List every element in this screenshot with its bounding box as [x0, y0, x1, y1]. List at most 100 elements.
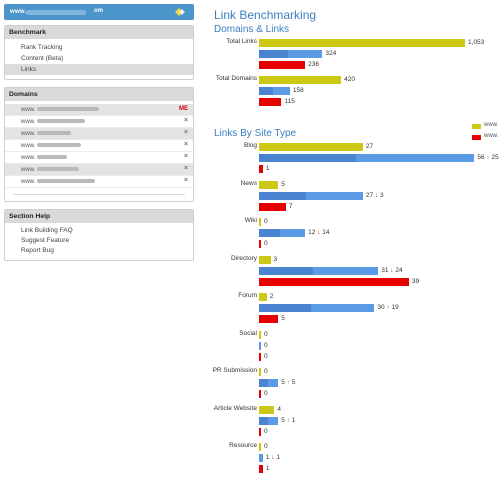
bar[interactable] [259, 191, 363, 200]
bar[interactable] [259, 165, 263, 173]
increase-arrow-icon: ↑ [484, 154, 492, 161]
bar-shade [259, 304, 311, 312]
chart-row: 0 [214, 427, 498, 438]
chart-row: 1 ↓ 1 [214, 453, 498, 464]
bar[interactable] [259, 379, 279, 387]
domains-list-wrap: www. ME www. × www. × www. × www. × www. × www. × [5, 101, 193, 201]
bar[interactable] [259, 304, 375, 312]
bar-value-label: 0 [264, 443, 268, 450]
bar-value-label: 324 [325, 50, 337, 57]
chart-row: 5 [214, 314, 498, 325]
remove-domain-icon[interactable]: × [183, 153, 188, 160]
bar-value-label: 1,053 [468, 39, 485, 46]
bar[interactable] [259, 405, 275, 414]
main-content: Link Benchmarking Domains & Links Total … [213, 8, 500, 480]
bar-value-label: 5 ↑ 1 [281, 416, 296, 424]
bar-shade [259, 87, 273, 95]
remove-domain-icon[interactable]: × [183, 141, 188, 148]
increase-arrow-icon: ↑ [384, 304, 392, 311]
category-label: News [240, 179, 257, 187]
chart-row: PR Submission 0 [213, 367, 498, 378]
category-label: Social [239, 329, 257, 337]
bar[interactable] [259, 143, 363, 151]
change-value: 14 [322, 229, 330, 236]
category-label: Forum [238, 292, 257, 299]
bar[interactable] [259, 368, 261, 376]
site-logo-bar[interactable]: www. om [4, 4, 194, 20]
bar[interactable] [259, 416, 279, 425]
bar[interactable] [259, 61, 306, 69]
chart-row: News 5 [214, 180, 498, 191]
bar[interactable] [259, 315, 279, 323]
nav-item-links[interactable]: Links [5, 64, 193, 75]
bar[interactable] [259, 39, 465, 47]
chart-row: 5 ↑ 1 [214, 416, 498, 427]
bar[interactable] [259, 266, 379, 275]
help-link[interactable]: Report Bug [21, 247, 54, 254]
bar[interactable] [259, 180, 279, 189]
bar-value-label: 0 [264, 330, 268, 338]
domain-prefix: www. [21, 143, 36, 149]
bar-value-label: 5 [281, 315, 285, 322]
bar[interactable] [259, 277, 409, 286]
bar[interactable] [259, 454, 263, 462]
domain-prefix: www. [21, 167, 36, 173]
nav-item-rank-tracking[interactable]: Rank Tracking [21, 44, 63, 51]
chart-row: 39 [214, 277, 498, 288]
help-link[interactable]: Link Building FAQ [21, 227, 73, 234]
bar[interactable] [259, 202, 286, 211]
legend-item: www. [472, 133, 500, 144]
remove-domain-icon[interactable]: × [183, 165, 188, 172]
remove-domain-icon[interactable]: × [183, 117, 188, 124]
chart-legend: www. www. [472, 122, 500, 144]
bar-value-label: 420 [344, 76, 356, 83]
bar-shade [259, 379, 268, 387]
benchmark-panel-title: Benchmark [5, 26, 193, 39]
bar-value-label: 1 [265, 165, 270, 172]
bar-value-label: 39 [412, 277, 420, 285]
chart-row: 1 [214, 464, 498, 475]
bar[interactable] [259, 240, 261, 248]
domain-row[interactable]: www. × [5, 140, 193, 152]
help-link[interactable]: Suggest Feature [21, 237, 70, 244]
domain-row[interactable]: www. × [5, 152, 193, 164]
bar[interactable] [259, 390, 261, 398]
chart-row: 12 ↓ 14 [214, 228, 498, 239]
legend-item: www. [472, 122, 500, 133]
bar[interactable] [259, 293, 267, 301]
domain-row[interactable]: www. × [5, 128, 193, 140]
domains-links-chart: Total Links 1,053 324 236 Total Domains 420 15… [214, 38, 498, 108]
bar[interactable] [259, 87, 290, 95]
bar[interactable] [259, 341, 261, 350]
domain-name-redacted [37, 131, 72, 136]
bar[interactable] [259, 427, 261, 436]
nav-item-content-beta[interactable]: Content (Beta) [21, 55, 64, 62]
bar-value-label: 4 [277, 405, 281, 413]
chart-row: Social 0 [214, 330, 498, 341]
bar[interactable] [259, 229, 306, 237]
remove-domain-icon[interactable]: × [183, 177, 188, 184]
bar[interactable] [259, 255, 271, 264]
remove-domain-icon[interactable]: × [183, 129, 188, 136]
domain-row[interactable]: www. × [5, 164, 193, 176]
bar[interactable] [259, 352, 261, 361]
category-label: Article Website [213, 404, 257, 412]
bar-value-label: 236 [308, 61, 320, 68]
bar[interactable] [259, 218, 261, 226]
bar[interactable] [259, 465, 263, 473]
decrease-arrow-icon: ↓ [388, 266, 396, 274]
bar[interactable] [259, 443, 261, 451]
domain-row[interactable]: www. × [5, 176, 193, 188]
domain-row[interactable]: www. × [5, 116, 193, 128]
category-label: Wiki [244, 217, 257, 224]
category-label: Resource [229, 442, 257, 449]
domain-name-redacted [37, 167, 80, 172]
bar[interactable] [259, 98, 282, 106]
chart-row: 7 [214, 202, 498, 213]
bar[interactable] [259, 330, 261, 339]
domain-row[interactable]: www. ME [5, 104, 193, 116]
bar[interactable] [259, 76, 342, 84]
bar[interactable] [259, 50, 323, 58]
bar[interactable] [259, 154, 475, 162]
bar-shade [259, 50, 288, 58]
